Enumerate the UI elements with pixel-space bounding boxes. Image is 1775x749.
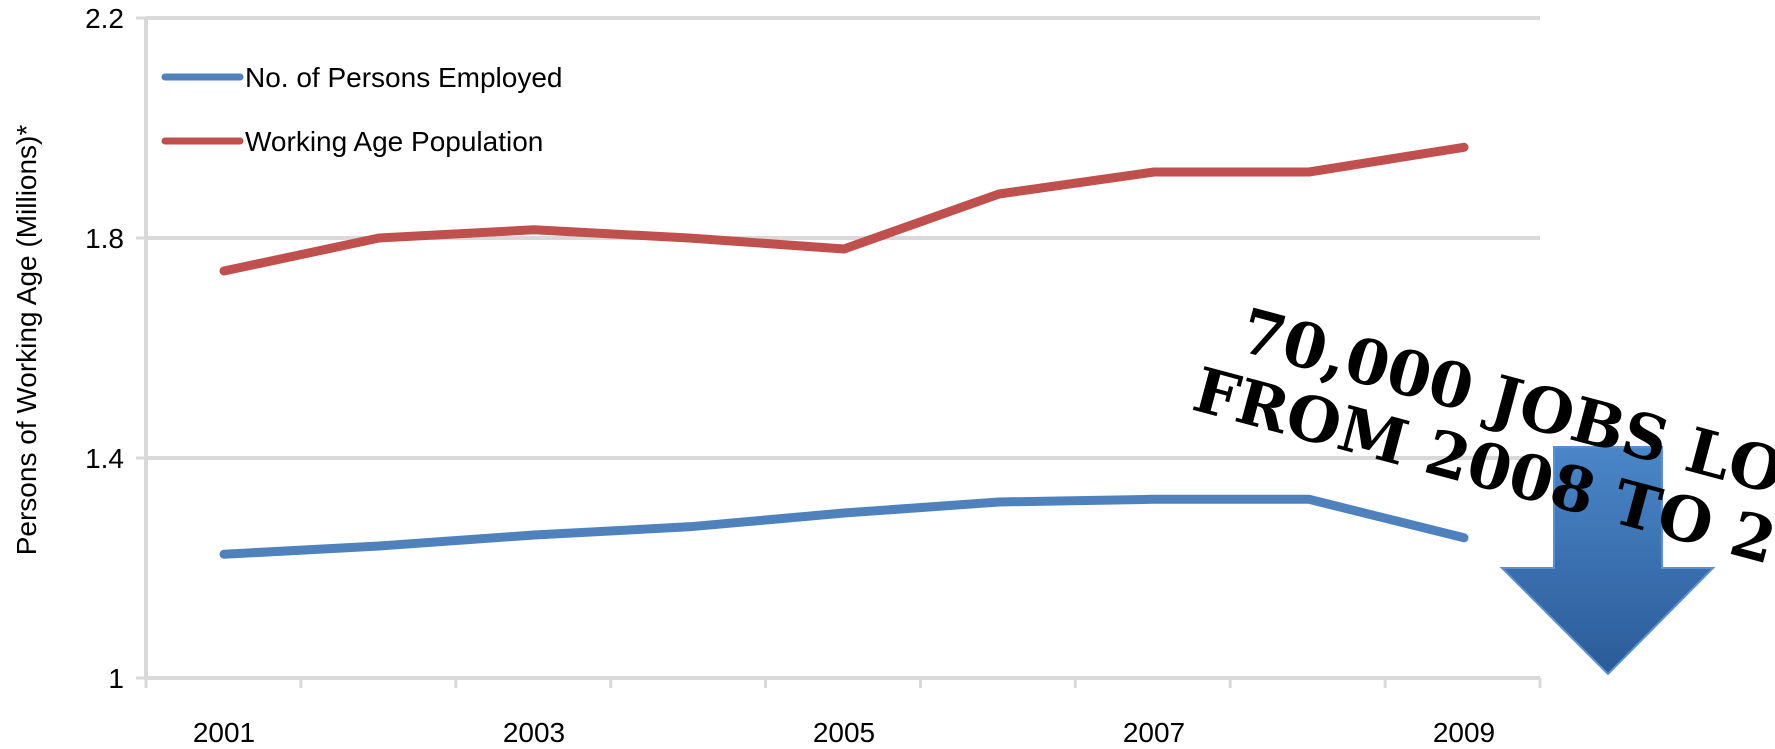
x-tick-label: 2001 (193, 717, 255, 748)
jobs-lost-annotation: 70,000 JOBS LOST FROM 2008 TO 2009 (1186, 294, 1775, 676)
legend-label-population: Working Age Population (245, 126, 543, 157)
y-tick-label: 1.4 (85, 443, 124, 474)
x-tick-label: 2009 (1433, 717, 1495, 748)
series-lines (219, 142, 1469, 559)
series-line-employed (219, 494, 1469, 559)
y-tick-label: 1 (108, 663, 124, 694)
y-tick-label: 1.8 (85, 223, 124, 254)
x-tick-label: 2007 (1123, 717, 1185, 748)
axes: 1 1.4 1.8 2.2 2001 2003 2005 2007 2009 (85, 3, 1542, 748)
down-arrow-icon (1499, 446, 1716, 676)
y-axis-title: Persons of Working Age (Millions)* (11, 125, 42, 556)
x-tick-label: 2003 (503, 717, 565, 748)
series-line-population (219, 142, 1469, 276)
x-tick-label: 2005 (813, 717, 875, 748)
legend-label-employed: No. of Persons Employed (245, 62, 563, 93)
y-tick-label: 2.2 (85, 3, 124, 34)
legend: No. of Persons Employed Working Age Popu… (161, 62, 563, 157)
